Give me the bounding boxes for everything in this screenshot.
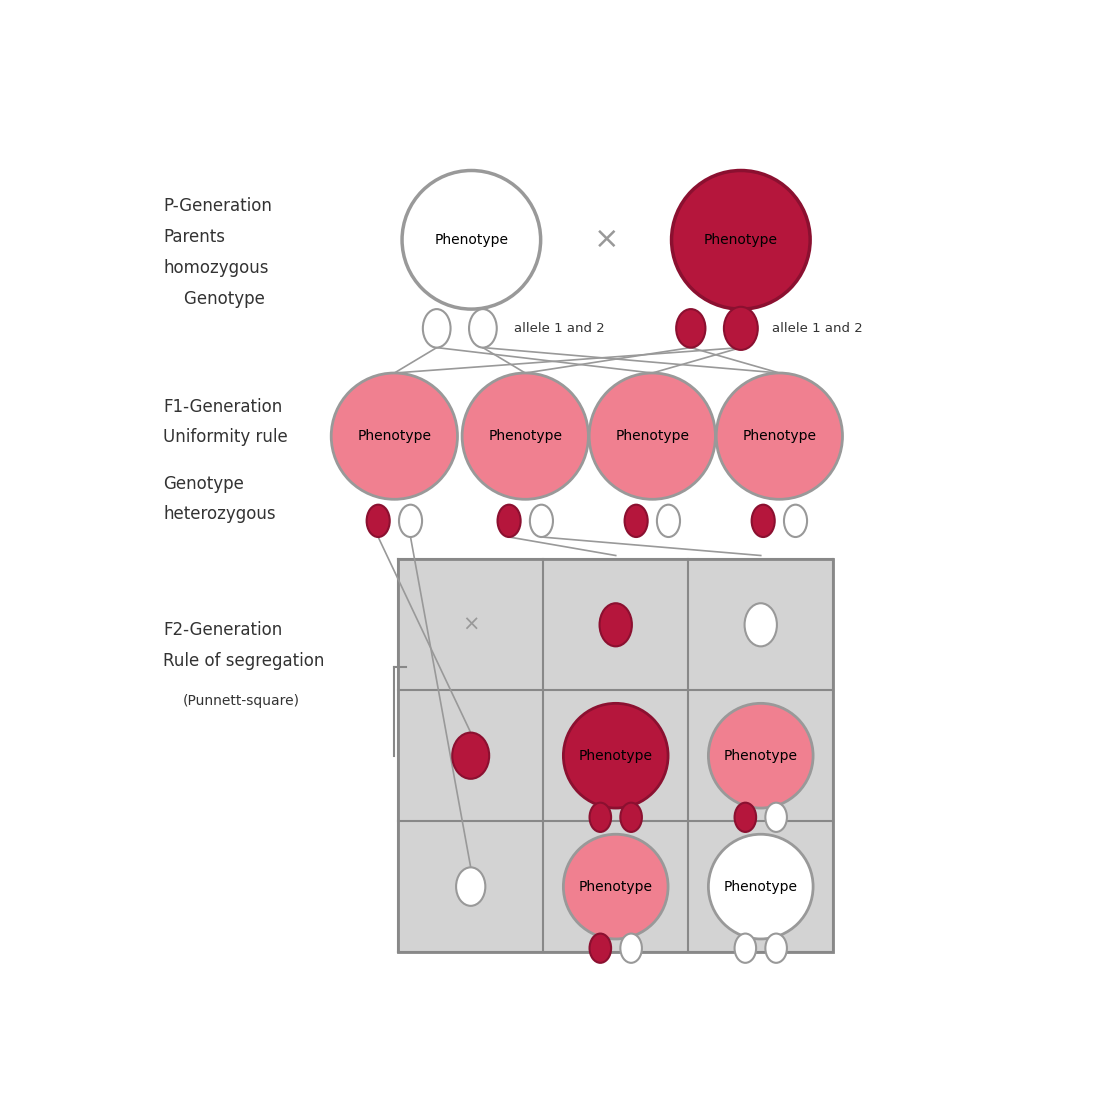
Ellipse shape <box>735 803 756 832</box>
Text: (Punnett-square): (Punnett-square) <box>183 694 299 708</box>
Ellipse shape <box>497 505 520 537</box>
Circle shape <box>716 373 843 499</box>
Ellipse shape <box>735 934 756 962</box>
Text: ×: × <box>462 615 480 635</box>
Text: Genotype: Genotype <box>163 290 265 308</box>
Ellipse shape <box>657 505 680 537</box>
Text: Phenotype: Phenotype <box>615 429 690 443</box>
Text: Phenotype: Phenotype <box>724 880 798 893</box>
Text: heterozygous: heterozygous <box>163 506 276 524</box>
Text: Parents: Parents <box>163 229 225 246</box>
Ellipse shape <box>422 309 451 348</box>
Circle shape <box>563 834 668 939</box>
Circle shape <box>462 373 588 499</box>
Ellipse shape <box>766 934 786 962</box>
Circle shape <box>590 373 715 499</box>
FancyBboxPatch shape <box>398 559 834 952</box>
Ellipse shape <box>620 934 642 962</box>
Text: Phenotype: Phenotype <box>488 429 562 443</box>
Ellipse shape <box>620 803 642 832</box>
Text: F2-Generation: F2-Generation <box>163 620 283 639</box>
Ellipse shape <box>456 867 485 906</box>
Ellipse shape <box>625 505 648 537</box>
Circle shape <box>563 703 668 808</box>
Circle shape <box>402 170 541 309</box>
Text: Rule of segregation: Rule of segregation <box>163 651 324 670</box>
Ellipse shape <box>751 505 774 537</box>
Text: homozygous: homozygous <box>163 260 268 277</box>
Text: Phenotype: Phenotype <box>358 429 431 443</box>
Text: ×: × <box>593 226 619 254</box>
Text: allele 1 and 2: allele 1 and 2 <box>514 322 605 334</box>
Text: Phenotype: Phenotype <box>579 880 652 893</box>
Text: P-Generation: P-Generation <box>163 198 272 216</box>
Text: Phenotype: Phenotype <box>724 749 798 762</box>
Ellipse shape <box>469 309 497 348</box>
Ellipse shape <box>452 733 490 779</box>
Text: Phenotype: Phenotype <box>434 233 508 246</box>
Text: allele 1 and 2: allele 1 and 2 <box>772 322 862 334</box>
Text: Phenotype: Phenotype <box>742 429 816 443</box>
Ellipse shape <box>530 505 553 537</box>
Circle shape <box>671 170 810 309</box>
Text: Phenotype: Phenotype <box>704 233 778 246</box>
Ellipse shape <box>766 803 786 832</box>
Ellipse shape <box>745 603 777 647</box>
Ellipse shape <box>590 934 612 962</box>
Circle shape <box>708 834 813 939</box>
Ellipse shape <box>399 505 422 537</box>
Text: F1-Generation: F1-Generation <box>163 397 283 416</box>
Ellipse shape <box>724 307 758 350</box>
Circle shape <box>708 703 813 808</box>
Ellipse shape <box>676 309 705 348</box>
Text: Genotype: Genotype <box>163 475 244 493</box>
Ellipse shape <box>590 803 612 832</box>
Ellipse shape <box>600 603 631 647</box>
Circle shape <box>331 373 458 499</box>
Text: Uniformity rule: Uniformity rule <box>163 428 288 447</box>
Ellipse shape <box>784 505 807 537</box>
Text: Phenotype: Phenotype <box>579 749 652 762</box>
Ellipse shape <box>366 505 389 537</box>
